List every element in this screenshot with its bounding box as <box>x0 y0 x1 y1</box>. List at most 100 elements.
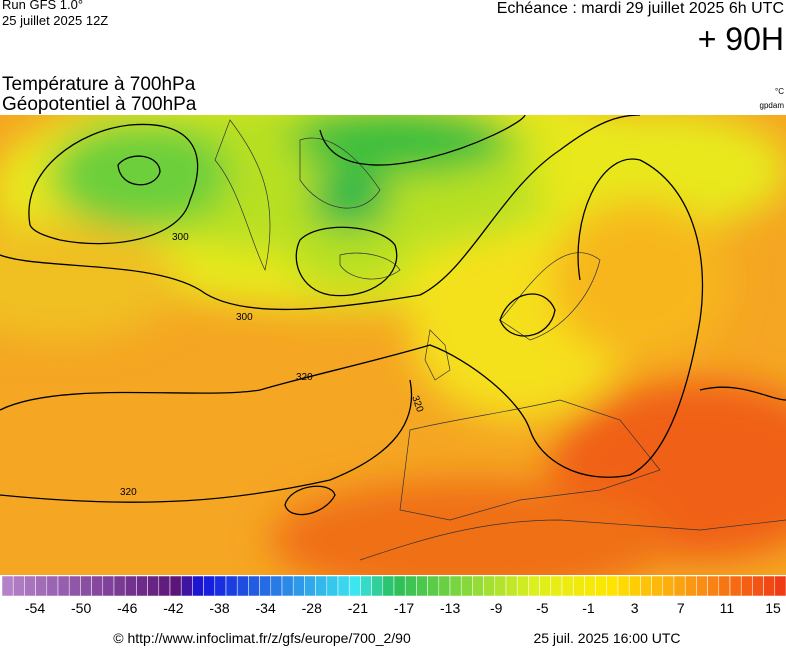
color-swatch <box>640 575 652 597</box>
color-swatch <box>416 575 428 597</box>
color-swatch <box>35 575 48 597</box>
footer-url: © http://www.infoclimat.fr/z/gfs/europe/… <box>113 630 411 646</box>
color-swatch <box>595 575 608 597</box>
color-swatch <box>550 575 563 597</box>
colorbar-tick-label: 11 <box>720 600 735 616</box>
contour-label: 300 <box>172 232 189 243</box>
colorbar-tick-label: -13 <box>440 600 460 616</box>
color-swatch <box>225 575 238 597</box>
color-swatch <box>169 575 182 597</box>
color-swatch <box>259 575 272 597</box>
colorbar-tick-label: -50 <box>71 600 91 616</box>
colorbar-tick-label: -5 <box>536 600 549 616</box>
color-swatch <box>292 575 305 597</box>
color-swatch <box>427 575 440 597</box>
colorbar-tick-label: 3 <box>631 600 639 616</box>
colorbar-tick-label: -28 <box>302 600 322 616</box>
colorbar-tick-label: 7 <box>677 600 685 616</box>
colorbar-tick-label: -38 <box>209 600 229 616</box>
color-swatch <box>651 575 664 597</box>
color-swatch <box>528 575 540 597</box>
color-swatch <box>281 575 294 597</box>
color-swatch <box>113 575 126 597</box>
color-swatch <box>236 575 249 597</box>
colorbar-tick-label: -9 <box>490 600 503 616</box>
color-swatch <box>158 575 171 597</box>
color-swatch <box>763 575 776 597</box>
colorbar-tick-label: -21 <box>348 600 368 616</box>
colorbar-tick-label: -17 <box>394 600 414 616</box>
color-swatch <box>483 575 496 597</box>
color-swatch <box>136 575 148 597</box>
color-swatch <box>393 575 406 597</box>
colorbar <box>1 575 786 597</box>
color-swatch <box>24 575 36 597</box>
color-swatch <box>80 575 92 597</box>
color-swatch <box>214 575 227 597</box>
color-swatch <box>348 575 361 597</box>
color-swatch <box>91 575 104 597</box>
contour-label: 300 <box>236 312 253 323</box>
color-swatch <box>371 575 384 597</box>
colorbar-tick-label: -54 <box>25 600 45 616</box>
run-date: 25 juillet 2025 12Z <box>2 13 108 28</box>
color-swatch <box>539 575 552 597</box>
color-swatch <box>57 575 70 597</box>
footer-date: 25 juil. 2025 16:00 UTC <box>533 630 680 646</box>
unit-geopotential: gpdam <box>760 101 785 110</box>
color-swatch <box>1 575 14 597</box>
echeance: Echéance : mardi 29 juillet 2025 6h UTC <box>497 0 784 17</box>
color-swatch <box>147 575 160 597</box>
color-swatch <box>505 575 518 597</box>
color-swatch <box>248 575 260 597</box>
lead-time: + 90H <box>698 21 784 57</box>
color-swatch <box>472 575 484 597</box>
title-temperature: Température à 700hPa <box>2 74 196 95</box>
color-swatch <box>662 575 675 597</box>
colorbar-tick-label: -1 <box>582 600 595 616</box>
run-label: Run GFS 1.0° <box>2 0 83 12</box>
title-geopotential: Géopotentiel à 700hPa <box>2 94 197 115</box>
color-swatch <box>203 575 216 597</box>
color-swatch <box>460 575 473 597</box>
color-swatch <box>337 575 350 597</box>
color-swatch <box>382 575 395 597</box>
color-swatch <box>684 575 697 597</box>
color-swatch <box>740 575 753 597</box>
unit-temperature: °C <box>775 87 784 96</box>
color-swatch <box>729 575 742 597</box>
color-swatch <box>404 575 417 597</box>
color-swatch <box>360 575 372 597</box>
color-swatch <box>628 575 641 597</box>
color-swatch <box>673 575 686 597</box>
color-swatch <box>315 575 328 597</box>
color-swatch <box>718 575 731 597</box>
color-swatch <box>707 575 720 597</box>
color-swatch <box>326 575 339 597</box>
color-swatch <box>494 575 507 597</box>
colorbar-tick-label: 15 <box>765 600 781 616</box>
color-swatch <box>270 575 283 597</box>
color-swatch <box>438 575 451 597</box>
color-swatch <box>46 575 59 597</box>
color-swatch <box>584 575 596 597</box>
color-swatch <box>572 575 585 597</box>
colorbar-tick-label: -34 <box>256 600 276 616</box>
color-swatch <box>617 575 630 597</box>
color-swatch <box>561 575 574 597</box>
map: 300 300 320 320 320 <box>0 115 786 575</box>
colorbar-tick-label: -46 <box>117 600 137 616</box>
color-swatch <box>68 575 81 597</box>
colorbar-ticks: -54 -50 -46 -42 -38 -34 -28 -21 -17 -13 -9 -5 -1 3 7 11… <box>25 600 781 616</box>
color-swatch <box>774 575 786 597</box>
colorbar-tick-label: -42 <box>163 600 183 616</box>
color-swatch <box>192 575 204 597</box>
color-swatch <box>12 575 25 597</box>
color-swatch <box>304 575 316 597</box>
color-swatch <box>102 575 115 597</box>
color-swatch <box>606 575 619 597</box>
color-swatch <box>124 575 137 597</box>
color-swatch <box>180 575 193 597</box>
color-swatch <box>516 575 529 597</box>
